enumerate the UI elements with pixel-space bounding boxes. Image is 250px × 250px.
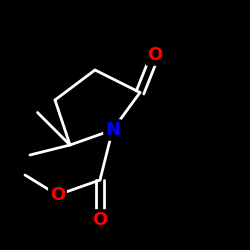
- Text: N: N: [105, 121, 120, 139]
- Text: O: O: [148, 46, 162, 64]
- Text: O: O: [50, 186, 65, 204]
- Text: O: O: [92, 211, 108, 229]
